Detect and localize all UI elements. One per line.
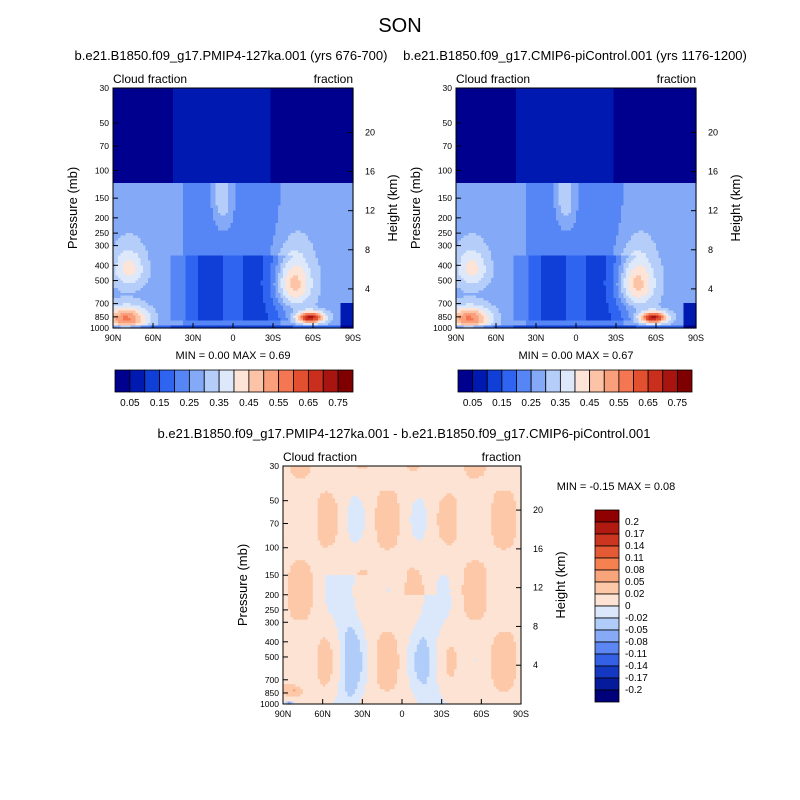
plot-field bbox=[113, 88, 354, 329]
page-title: SON bbox=[378, 15, 421, 37]
panel-title: b.e21.B1850.f09_g17.PMIP4-127ka.001 (yrs… bbox=[75, 48, 388, 63]
chart-panel-1: b.e21.B1850.f09_g17.PMIP4-127ka.001 (yrs… bbox=[65, 48, 400, 409]
panels: b.e21.B1850.f09_g17.PMIP4-127ka.001 (yrs… bbox=[65, 48, 747, 719]
